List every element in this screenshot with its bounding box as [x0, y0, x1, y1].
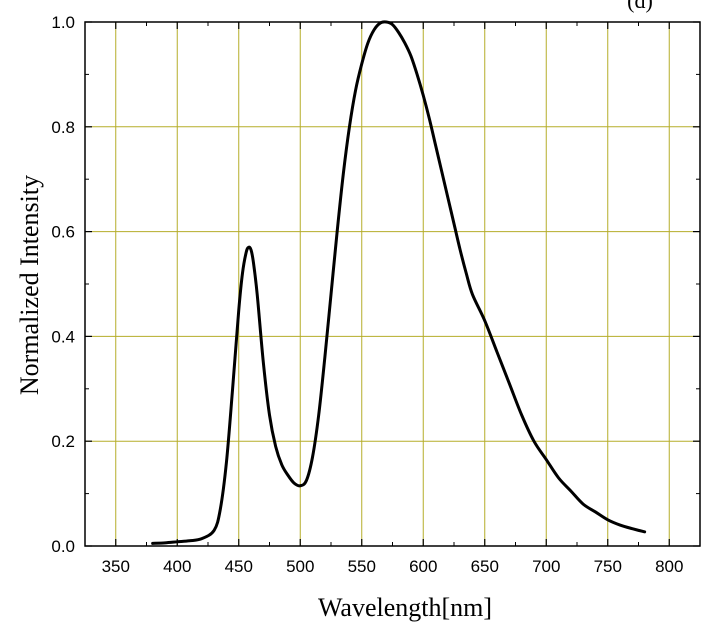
x-tick-label: 800 — [655, 557, 683, 576]
y-tick-label: 1.0 — [51, 13, 75, 32]
y-tick-label: 0.4 — [51, 327, 75, 346]
series-layer — [151, 20, 647, 545]
x-axis-title: Wavelength[nm] — [318, 593, 492, 622]
x-tick-label: 700 — [532, 557, 560, 576]
x-tick-label: 750 — [594, 557, 622, 576]
x-tick-label: 500 — [286, 557, 314, 576]
x-tick-label: 450 — [225, 557, 253, 576]
x-tick-label: 650 — [471, 557, 499, 576]
tick-layer — [85, 21, 700, 547]
y-tick-label: 0.2 — [51, 432, 75, 451]
spectrum-line — [151, 20, 647, 545]
x-tick-label: 550 — [348, 557, 376, 576]
x-tick-label: 350 — [102, 557, 130, 576]
x-tick-labels: 350 400 450 500 550 600 650 700 750 800 — [102, 557, 684, 576]
plot-frame — [84, 21, 701, 547]
y-tick-label: 0.6 — [51, 223, 75, 242]
y-tick-label: 0.8 — [51, 118, 75, 137]
y-tick-label: 0.0 — [51, 537, 75, 556]
x-tick-label: 400 — [163, 557, 191, 576]
y-axis-title: Normalized Intensity — [15, 175, 44, 395]
x-tick-label: 600 — [409, 557, 437, 576]
grid-layer — [85, 22, 700, 546]
top-partial-label: (d) — [627, 0, 653, 13]
y-tick-labels: 0.0 0.2 0.4 0.6 0.8 1.0 — [51, 13, 75, 556]
